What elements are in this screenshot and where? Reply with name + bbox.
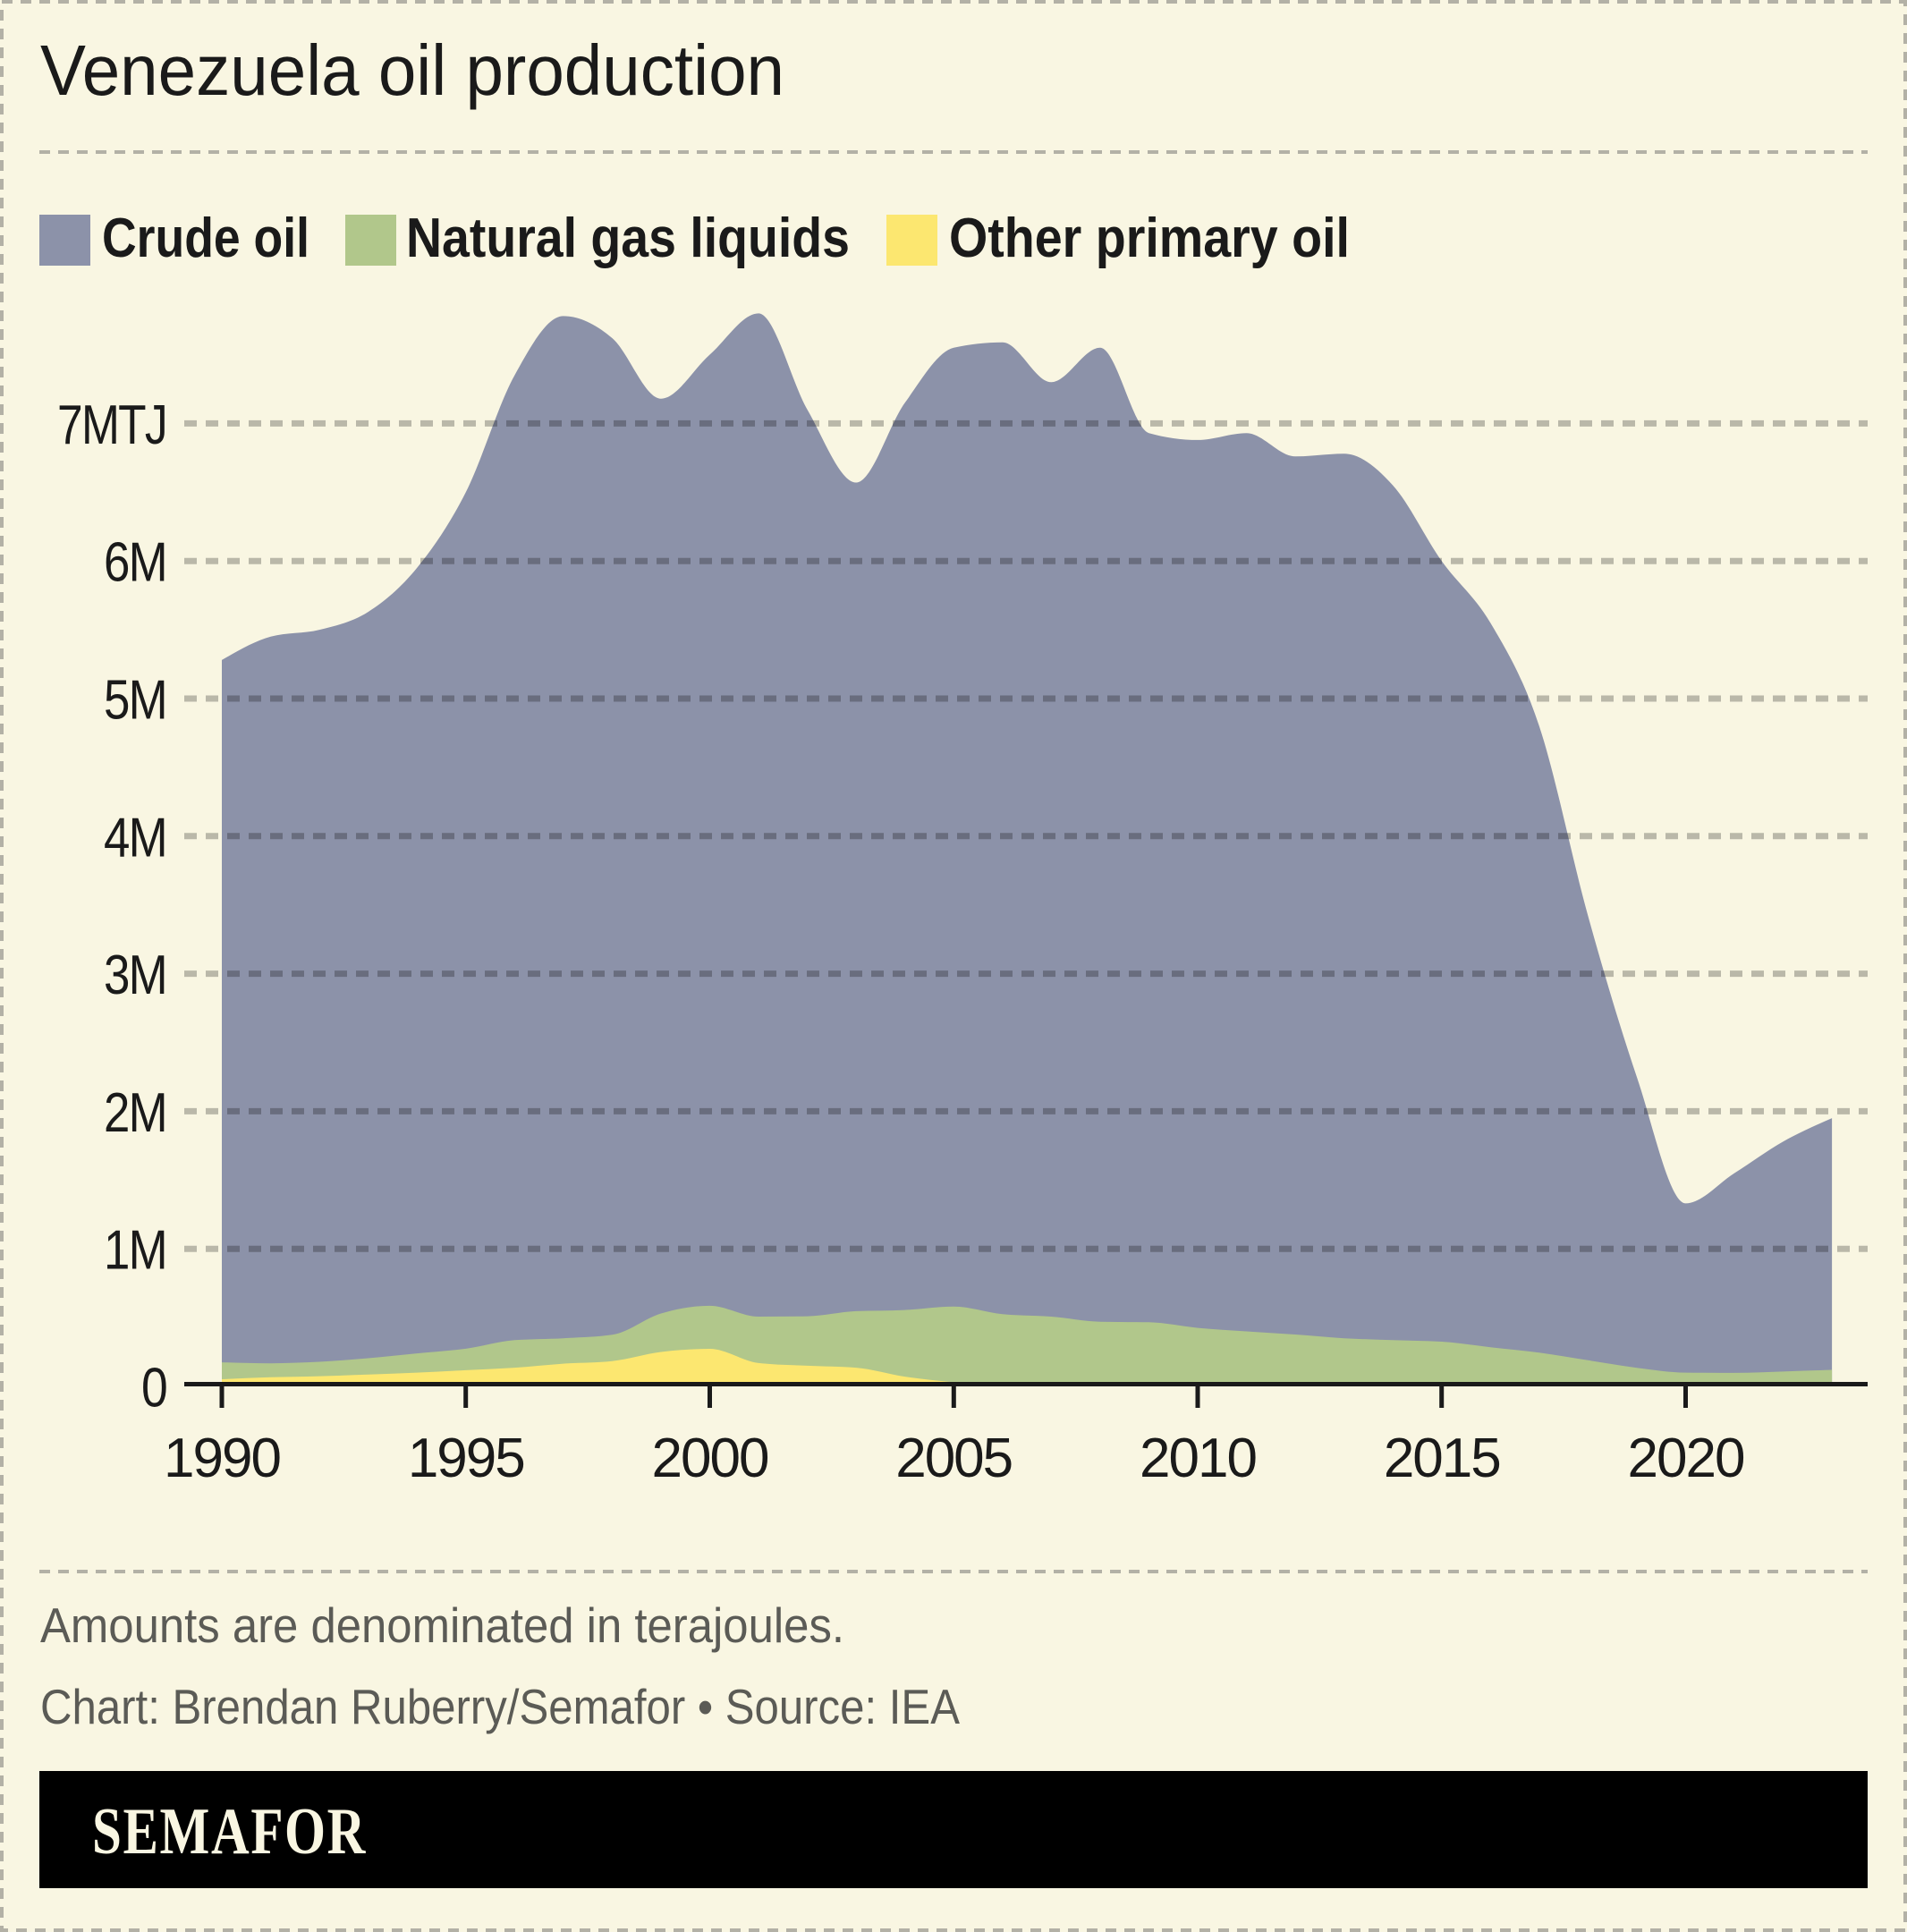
svg-text:1M: 1M — [104, 1220, 166, 1282]
svg-text:0: 0 — [141, 1358, 166, 1419]
svg-text:2020: 2020 — [1628, 1428, 1744, 1489]
svg-text:2015: 2015 — [1384, 1428, 1500, 1489]
svg-text:2000: 2000 — [652, 1428, 768, 1489]
svg-text:4M: 4M — [104, 807, 166, 869]
svg-text:6M: 6M — [104, 532, 166, 594]
svg-text:Venezuela oil production: Venezuela oil production — [40, 30, 784, 110]
svg-text:Chart: Brendan Ruberry/Semafor: Chart: Brendan Ruberry/Semafor • Source:… — [40, 1679, 960, 1734]
svg-text:Crude oil: Crude oil — [102, 208, 309, 269]
svg-text:2M: 2M — [104, 1082, 166, 1144]
svg-text:2005: 2005 — [895, 1428, 1012, 1489]
svg-text:2010: 2010 — [1140, 1428, 1256, 1489]
svg-text:1990: 1990 — [164, 1428, 280, 1489]
svg-text:SEMAFOR: SEMAFOR — [92, 1795, 367, 1868]
svg-text:Amounts are denominated in ter: Amounts are denominated in terajoules. — [40, 1597, 844, 1653]
svg-text:5M: 5M — [104, 670, 166, 732]
svg-text:Natural gas liquids: Natural gas liquids — [406, 208, 850, 269]
svg-text:1995: 1995 — [408, 1428, 524, 1489]
svg-text:7MTJ: 7MTJ — [57, 394, 166, 456]
svg-text:Other primary oil: Other primary oil — [949, 208, 1350, 269]
svg-text:3M: 3M — [104, 945, 166, 1006]
